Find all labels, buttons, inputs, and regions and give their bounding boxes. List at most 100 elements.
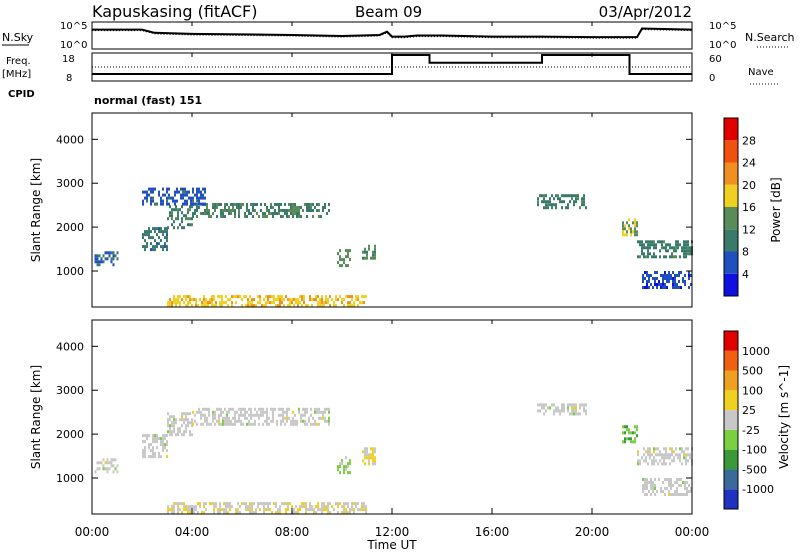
velocity-cell xyxy=(215,502,217,506)
power-cell xyxy=(213,295,215,299)
velocity-cell xyxy=(213,508,215,512)
power-cell xyxy=(269,301,271,305)
power-cell xyxy=(240,203,242,206)
power-cell xyxy=(666,274,668,277)
velocity-cell xyxy=(314,422,316,426)
velocity-cell xyxy=(670,493,672,496)
power-cell xyxy=(183,295,185,299)
power-cell xyxy=(175,208,177,212)
power-cell xyxy=(622,233,624,237)
velocity-cell xyxy=(169,415,171,419)
power-cell xyxy=(684,280,686,283)
velocity-cell xyxy=(679,447,681,451)
velocity-cell xyxy=(678,478,680,481)
power-cell xyxy=(218,203,220,206)
velocity-cell xyxy=(240,413,242,417)
power-cell xyxy=(196,209,198,212)
power-cell xyxy=(181,220,183,224)
velocity-cell xyxy=(314,419,316,423)
power-cell xyxy=(290,212,292,215)
power-cell xyxy=(225,295,227,299)
velocity-cell xyxy=(226,413,228,417)
power-cell xyxy=(203,295,205,299)
velocity-cell xyxy=(150,455,152,459)
power-cell xyxy=(683,246,685,250)
power-cell xyxy=(675,246,677,250)
power-cell xyxy=(662,274,664,277)
power-cell xyxy=(669,255,671,259)
velocity-cell xyxy=(106,467,109,471)
power-cell xyxy=(241,298,243,302)
power-cell xyxy=(160,199,162,203)
power-cell xyxy=(175,217,177,221)
velocity-cell xyxy=(232,407,234,411)
velocity-cell xyxy=(283,502,285,506)
power-cell xyxy=(268,209,270,212)
ytick-label: 3000 xyxy=(56,177,84,190)
velocity-cell xyxy=(234,416,236,420)
velocity-cell xyxy=(573,403,575,407)
power-cell xyxy=(317,301,319,305)
velocity-cell xyxy=(234,410,236,414)
power-cell xyxy=(246,206,248,209)
power-cell xyxy=(324,206,326,209)
power-cell xyxy=(162,199,164,203)
power-cell xyxy=(278,206,280,209)
velocity-cell xyxy=(258,416,260,420)
velocity-cell xyxy=(236,419,238,423)
power-cell xyxy=(252,203,254,206)
velocity-cell xyxy=(637,462,639,466)
colorbar-tick-label: 16 xyxy=(742,201,756,214)
velocity-cell xyxy=(657,453,659,457)
velocity-cell xyxy=(152,440,154,444)
power-cell xyxy=(166,202,168,206)
power-cell xyxy=(194,209,196,212)
velocity-cell xyxy=(680,478,682,481)
power-cell xyxy=(150,236,152,240)
velocity-cell xyxy=(327,508,329,512)
velocity-cell xyxy=(674,490,676,493)
velocity-cell xyxy=(229,505,231,509)
velocity-cell xyxy=(258,413,260,417)
power-cell xyxy=(192,215,194,218)
power-cell xyxy=(206,209,208,212)
velocity-cell xyxy=(675,447,677,451)
power-cell xyxy=(335,295,337,299)
power-cell xyxy=(251,301,253,305)
velocity-cell xyxy=(192,410,194,414)
power-cell xyxy=(259,298,261,302)
power-cell xyxy=(310,206,312,209)
velocity-cell xyxy=(231,505,233,509)
power-cell xyxy=(665,255,667,259)
velocity-cell xyxy=(227,505,229,509)
power-cell xyxy=(672,283,674,286)
velocity-cell xyxy=(181,502,183,506)
velocity-cell xyxy=(645,450,647,454)
power-cell xyxy=(150,202,152,206)
power-cell xyxy=(189,217,191,221)
velocity-cell xyxy=(678,484,680,487)
power-cell xyxy=(583,200,585,204)
power-cell xyxy=(248,212,250,215)
velocity-cell xyxy=(345,468,347,472)
power-cell xyxy=(238,203,240,206)
velocity-cell xyxy=(372,459,374,463)
colorbar-tick-label: 25 xyxy=(742,404,756,417)
power-cell xyxy=(202,196,204,200)
velocity-cell xyxy=(167,412,169,416)
velocity-cell xyxy=(248,413,250,417)
velocity-cell xyxy=(204,419,206,423)
power-cell xyxy=(687,246,689,250)
velocity-cell xyxy=(372,462,374,466)
power-cell xyxy=(537,200,539,204)
power-cell xyxy=(265,295,267,299)
power-cell xyxy=(289,301,291,305)
velocity-cell xyxy=(670,484,672,487)
colorbar-tick-label: 1000 xyxy=(742,345,770,358)
velocity-cell xyxy=(571,406,573,410)
power-cell xyxy=(152,248,154,252)
power-cell xyxy=(368,244,370,248)
velocity-cell xyxy=(317,508,319,512)
velocity-cell xyxy=(685,456,687,460)
